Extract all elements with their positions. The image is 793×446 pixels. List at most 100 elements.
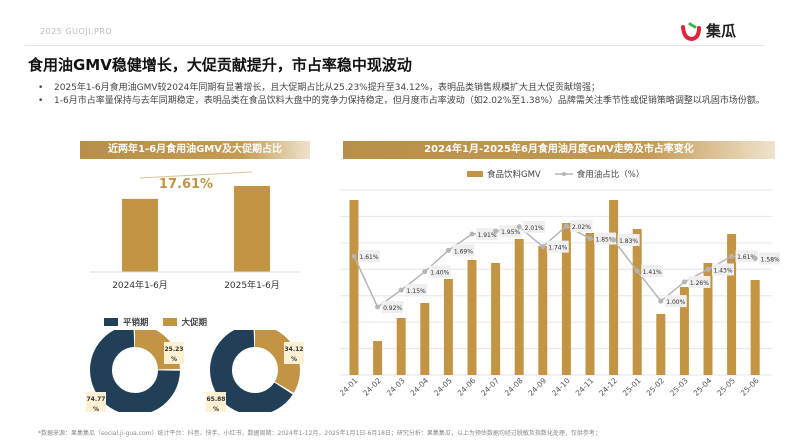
share-point xyxy=(705,266,711,272)
share-point xyxy=(469,231,475,237)
bullet-1: • 2025年1-6月食用油GMV较2024年同期有显著增长，且大促期占比从25.… xyxy=(38,83,601,93)
donut-slice-regular xyxy=(210,330,300,412)
data-label-bg xyxy=(284,342,304,364)
share-label: 1.00% xyxy=(666,299,685,306)
brand-text: 2025 GUOJI.PRO xyxy=(40,27,113,36)
x-tick-label: 25-04 xyxy=(692,376,714,398)
share-label: 1.85% xyxy=(595,237,614,244)
right-panel-title: 2024年1月-2025年6月食用油月度GMV走势及市占率变化 xyxy=(343,141,775,159)
logo-icon xyxy=(681,22,701,41)
growth-label: 17.61% xyxy=(159,177,213,192)
share-label: 1.61% xyxy=(737,254,756,261)
gmv-bar xyxy=(561,223,571,375)
data-label-bg xyxy=(358,250,380,263)
gmv-bar xyxy=(443,279,453,375)
x-tick-label: 25-01 xyxy=(621,376,643,398)
donut-value-label: 25.23 xyxy=(165,346,184,353)
share-label: 1.15% xyxy=(407,288,426,295)
gmv-bar xyxy=(656,314,666,375)
share-label: 1.43% xyxy=(713,267,732,274)
donut-slice-promo xyxy=(210,330,300,412)
share-point xyxy=(658,298,664,304)
category-label: 2025年1-6月 xyxy=(224,279,280,291)
share-point xyxy=(729,253,735,259)
share-label: 1.69% xyxy=(454,248,473,255)
bullet-2: • 1-6月市占率量保持与去年同期稳定，表明品类在食品饮料大盘中的竞争力保持稳定，… xyxy=(38,96,765,106)
data-label-bg xyxy=(617,234,640,247)
share-point xyxy=(634,268,640,274)
data-label-bg xyxy=(688,275,711,288)
legend-item-promo: 大促期 xyxy=(162,316,207,328)
share-point xyxy=(445,247,451,253)
x-tick-label: 24-01 xyxy=(340,376,360,398)
share-label: 1.58% xyxy=(761,256,780,263)
gmv-bar xyxy=(609,200,619,375)
gmv-bar xyxy=(420,303,430,375)
gmv-bar xyxy=(679,287,689,375)
gmv-bar xyxy=(750,280,760,375)
legend-swatch xyxy=(162,318,177,326)
legend-line-icon xyxy=(554,172,573,176)
donut-legend: 平销期 大促期 xyxy=(104,316,207,328)
share-label: 2.02% xyxy=(572,224,591,231)
x-tick-label: 25-05 xyxy=(715,376,737,398)
footer-source: *数据来源：果集集瓜（social.ji-gua.com）统计平台：抖音、快手、… xyxy=(38,430,601,437)
data-label-bg xyxy=(381,301,404,313)
share-point xyxy=(493,228,499,234)
data-label-bg xyxy=(570,220,593,233)
share-point xyxy=(422,269,428,275)
x-tick-label: 24-11 xyxy=(574,376,596,398)
share-label: 1.61% xyxy=(359,254,378,261)
gmv-bar xyxy=(349,200,359,375)
gmv-bar xyxy=(467,260,477,375)
share-point xyxy=(563,223,569,229)
gmv-comparison-chart: 17.61% 2024年1-6月 2025年1-6月 xyxy=(90,171,300,291)
gmv-bar xyxy=(234,186,270,272)
category-label: 2024年1-6月 xyxy=(112,279,168,291)
monthly-gmv-share-chart: 1.61% 0.92% 1.15% 1.40% 1.69% 1.91% 1.95% 2.01%… xyxy=(340,189,780,398)
data-label-bg xyxy=(206,392,226,412)
data-label-bg xyxy=(405,284,428,297)
data-label-bg xyxy=(476,228,498,241)
share-point xyxy=(516,224,522,230)
share-point xyxy=(540,244,546,250)
donut-value-label: 74.77 xyxy=(87,396,106,403)
share-point xyxy=(752,255,758,261)
share-label: 2.01% xyxy=(525,225,544,232)
x-tick-label: 24-12 xyxy=(597,376,619,398)
x-tick-label: 24-05 xyxy=(432,376,454,398)
gmv-bar xyxy=(585,233,595,375)
legend-swatch xyxy=(467,171,483,177)
data-label-bg xyxy=(523,220,546,233)
share-point xyxy=(611,237,617,243)
donut-percent-label: % xyxy=(171,356,177,363)
chart-legend: 食品饮料GMV 食用油占比（%） xyxy=(467,168,644,180)
donut-percent-label: % xyxy=(93,406,99,412)
gmv-bar xyxy=(122,198,158,272)
data-label-bg xyxy=(164,342,184,364)
share-label: 1.26% xyxy=(690,280,709,287)
legend-item-gmv: 食品饮料GMV xyxy=(467,168,541,180)
share-label: 1.74% xyxy=(548,245,567,252)
share-point xyxy=(375,304,381,310)
share-point xyxy=(587,236,593,242)
logo-text: 集瓜 xyxy=(706,22,737,40)
gmv-bar xyxy=(514,239,524,375)
gmv-bar xyxy=(703,263,713,375)
share-label: 1.91% xyxy=(477,232,496,239)
share-label: 1.40% xyxy=(430,270,449,277)
x-tick-label: 24-09 xyxy=(526,376,548,398)
donut-value-label: 34.12 xyxy=(285,346,304,353)
x-tick-label: 24-10 xyxy=(550,376,572,398)
share-point xyxy=(681,279,687,285)
gmv-bar xyxy=(491,263,501,375)
x-tick-label: 24-08 xyxy=(503,376,525,398)
gmv-bar xyxy=(538,246,548,375)
share-point xyxy=(351,253,357,259)
data-label-bg xyxy=(712,263,734,276)
gmv-bar xyxy=(373,341,383,375)
x-tick-label: 25-03 xyxy=(668,376,690,398)
share-point xyxy=(398,287,404,293)
gmv-bar xyxy=(396,318,406,375)
data-label-bg xyxy=(86,392,106,412)
